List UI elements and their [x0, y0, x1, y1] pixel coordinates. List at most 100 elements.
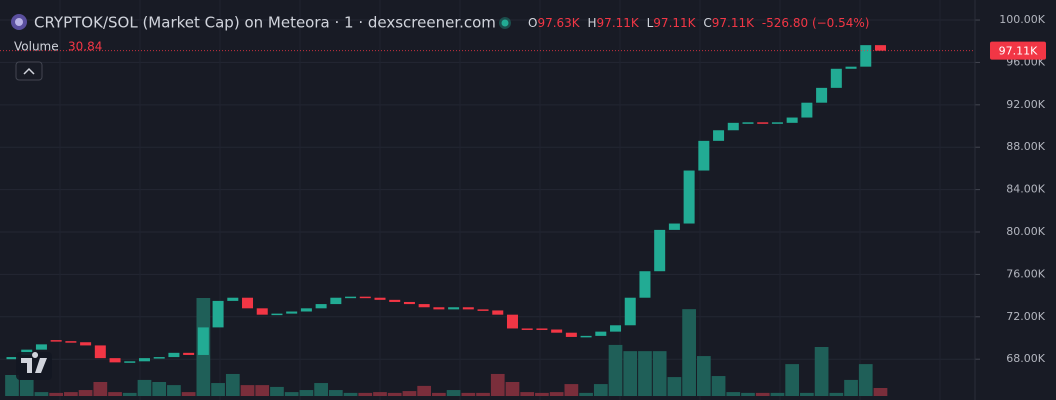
volume-bar — [490, 373, 505, 396]
candle-body — [315, 304, 327, 309]
candle-body — [565, 332, 577, 337]
volume-bar — [402, 391, 417, 396]
volume-bar — [387, 392, 402, 396]
collapse-button[interactable] — [15, 61, 43, 81]
candle-body — [212, 300, 224, 328]
volume-bar — [255, 385, 270, 396]
y-tick-label: 80.00K — [1006, 225, 1045, 238]
candle-body — [727, 122, 739, 131]
candle-body — [771, 122, 783, 124]
volume-bar — [328, 390, 343, 396]
y-tick-label: 92.00K — [1006, 98, 1045, 111]
volume-bar — [623, 351, 638, 396]
open-label: O — [528, 16, 537, 30]
candle-body — [50, 340, 62, 342]
candle-body — [521, 328, 533, 330]
volume-bar — [417, 385, 432, 396]
volume-bar — [770, 392, 785, 396]
volume-bar — [93, 382, 108, 396]
candle-body — [786, 117, 798, 123]
candle-body — [418, 304, 430, 308]
grid — [0, 0, 980, 400]
candle-body — [94, 345, 106, 359]
candle-body — [168, 352, 180, 358]
candle-body — [138, 358, 150, 362]
volume-bar — [711, 376, 726, 396]
candle-body — [271, 313, 283, 316]
candle-body — [6, 357, 18, 360]
candle-body — [80, 342, 92, 346]
candle-body — [197, 327, 209, 355]
volume-bar — [5, 375, 19, 396]
low-label: L — [647, 16, 654, 30]
candle-body — [374, 297, 386, 300]
volume-bar — [829, 392, 844, 396]
volume-bar — [682, 309, 696, 396]
candle-body — [227, 297, 239, 301]
volume-bar — [137, 379, 152, 396]
candle-body — [183, 352, 195, 355]
volume-bar — [78, 390, 93, 396]
volume-bar — [873, 388, 888, 396]
candle-body — [551, 329, 563, 333]
volume-bar — [593, 384, 608, 396]
candles — [6, 45, 886, 363]
close-value: 97.11K — [712, 16, 755, 30]
candle-body — [874, 45, 886, 51]
y-tick-label: 84.00K — [1006, 183, 1045, 196]
volume-bar — [108, 392, 122, 396]
close-label: C — [703, 16, 711, 30]
volume-bar — [755, 392, 770, 396]
candle-body — [610, 325, 622, 332]
candle-body — [639, 271, 651, 298]
chart-title: CRYPTOK/SOL (Market Cap) on Meteora · 1 … — [34, 14, 496, 32]
volume-bar — [638, 351, 652, 396]
status-dot — [501, 19, 509, 27]
volume-label: Volume — [14, 40, 59, 54]
candle-body — [830, 68, 842, 88]
volume-bar — [579, 392, 593, 396]
y-tick-label: 100.00K — [999, 13, 1045, 26]
volume-bar — [167, 385, 181, 396]
volume-bar — [520, 392, 535, 396]
volume-bar — [844, 379, 858, 396]
volume-bar — [726, 392, 741, 396]
ohlc-legend: O97.63K H97.11K L97.11K C97.11K -526.80 … — [528, 16, 869, 30]
candle-body — [492, 310, 504, 315]
candle-body — [330, 297, 342, 305]
last-price-tag — [990, 41, 1046, 60]
volume-bar — [211, 383, 225, 396]
volume-bar — [535, 392, 549, 396]
volume-bar — [741, 392, 755, 396]
y-tick-label: 88.00K — [1006, 140, 1045, 153]
candle-body — [109, 358, 121, 363]
volume-bar — [476, 392, 490, 396]
candle-body — [403, 301, 415, 305]
volume-bar — [432, 392, 446, 396]
volume-bar — [505, 382, 520, 396]
volume-bar — [358, 392, 373, 396]
volume-bar — [225, 373, 240, 396]
candle-body — [816, 87, 828, 103]
candle-body — [359, 296, 371, 299]
collapse-icon — [23, 67, 35, 75]
candle-body — [713, 130, 725, 141]
volume-value: 30.84 — [68, 40, 102, 54]
candle-body — [153, 357, 165, 359]
volume-bar — [667, 377, 682, 396]
token-icon-inner — [15, 18, 23, 26]
candle-body — [595, 331, 607, 336]
candle-body — [65, 341, 77, 343]
candle-body — [35, 344, 47, 350]
volume-bar — [270, 386, 284, 396]
volume-bar — [64, 392, 78, 396]
y-tick-label: 72.00K — [1006, 310, 1045, 323]
candle-body — [845, 66, 857, 69]
y-tick-label: 76.00K — [1006, 267, 1045, 280]
volume-bar — [240, 385, 255, 396]
volume-bar — [461, 392, 476, 396]
candle-body — [256, 308, 268, 315]
candle-body — [300, 308, 312, 312]
